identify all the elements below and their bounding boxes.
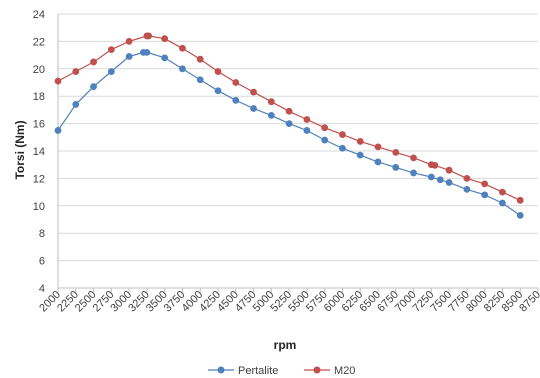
axes: [57, 14, 539, 292]
y-tick-label: 14: [33, 146, 45, 158]
data-point-pertalite: [516, 211, 524, 219]
data-point-m20: [321, 124, 329, 132]
data-point-pertalite: [72, 101, 80, 108]
data-point-pertalite: [161, 54, 169, 62]
data-point-m20: [232, 79, 240, 86]
data-point-m20: [445, 166, 453, 174]
data-point-m20: [516, 196, 524, 204]
data-point-m20: [145, 32, 153, 40]
data-point-pertalite: [481, 191, 489, 199]
series-line-m20: [57, 35, 521, 201]
data-point-pertalite: [107, 68, 115, 75]
data-point-pertalite: [436, 176, 444, 184]
x-axis-title: rpm: [274, 338, 297, 352]
data-point-m20: [250, 88, 257, 96]
data-point-m20: [481, 180, 489, 188]
data-point-pertalite: [196, 76, 204, 84]
data-point-m20: [196, 55, 204, 63]
data-point-pertalite: [90, 83, 97, 91]
y-tick-label: 8: [39, 228, 45, 240]
data-point-pertalite: [445, 179, 453, 186]
y-tick-label: 22: [33, 36, 45, 48]
data-point-pertalite: [125, 53, 133, 60]
data-point-m20: [161, 35, 169, 43]
data-point-m20: [267, 98, 275, 106]
data-point-m20: [72, 68, 80, 75]
data-point-pertalite: [250, 105, 257, 112]
data-point-pertalite: [374, 158, 382, 166]
data-point-m20: [356, 138, 364, 145]
data-point-m20: [374, 143, 382, 151]
gridlines: [58, 13, 538, 262]
y-tick-label: 24: [33, 9, 45, 21]
data-point-m20: [410, 154, 417, 162]
y-tick-label: 6: [39, 256, 45, 268]
data-point-pertalite: [427, 173, 435, 181]
data-point-pertalite: [179, 65, 186, 73]
data-point-pertalite: [54, 127, 62, 134]
data-point-m20: [179, 44, 186, 52]
x-tick-labels: 2000225025002750300032503500375040004250…: [37, 289, 540, 315]
series-pertalite: [54, 48, 524, 219]
data-point-pertalite: [499, 199, 506, 207]
legend-swatch-marker-pertalite: [217, 366, 225, 374]
data-point-pertalite: [339, 144, 346, 152]
y-tick-labels: 4 6 8 10 12 14 16 18 20 22 24: [33, 9, 45, 295]
y-tick-label: 18: [33, 91, 45, 103]
data-point-pertalite: [214, 87, 222, 95]
data-point-m20: [214, 68, 222, 75]
data-point-m20: [54, 77, 62, 85]
legend-label-pertalite: Pertalite: [238, 365, 278, 377]
legend: Pertalite M20: [208, 365, 355, 377]
data-point-pertalite: [463, 185, 471, 193]
data-point-m20: [499, 188, 506, 196]
data-point-m20: [431, 161, 439, 169]
data-point-m20: [285, 107, 293, 115]
data-point-m20: [392, 148, 400, 156]
y-tick-label: 20: [33, 64, 45, 76]
y-tick-label: 12: [33, 173, 45, 185]
data-point-m20: [90, 58, 97, 66]
data-point-m20: [125, 38, 133, 45]
data-point-pertalite: [285, 120, 293, 127]
data-point-m20: [339, 131, 346, 138]
data-point-pertalite: [321, 136, 329, 144]
data-point-m20: [303, 116, 311, 123]
y-tick-label: 16: [33, 119, 45, 131]
data-point-m20: [463, 175, 471, 182]
data-point-pertalite: [303, 127, 311, 134]
data-point-pertalite: [267, 111, 275, 119]
legend-swatch-marker-m20: [313, 366, 321, 374]
data-series: [54, 32, 524, 219]
series-m20: [54, 32, 524, 204]
data-point-m20: [107, 46, 115, 54]
data-point-pertalite: [143, 48, 151, 56]
data-point-pertalite: [392, 164, 400, 171]
data-point-pertalite: [232, 96, 240, 104]
y-tick-label: 4: [39, 283, 45, 295]
y-axis-title: Torsi (Nm): [13, 120, 27, 179]
series-line-pertalite: [57, 51, 521, 216]
legend-item-m20: M20: [304, 365, 355, 377]
data-point-pertalite: [410, 169, 417, 177]
legend-item-pertalite: Pertalite: [208, 365, 278, 377]
data-point-pertalite: [356, 151, 364, 159]
legend-label-m20: M20: [334, 365, 355, 377]
y-tick-label: 10: [33, 201, 45, 213]
